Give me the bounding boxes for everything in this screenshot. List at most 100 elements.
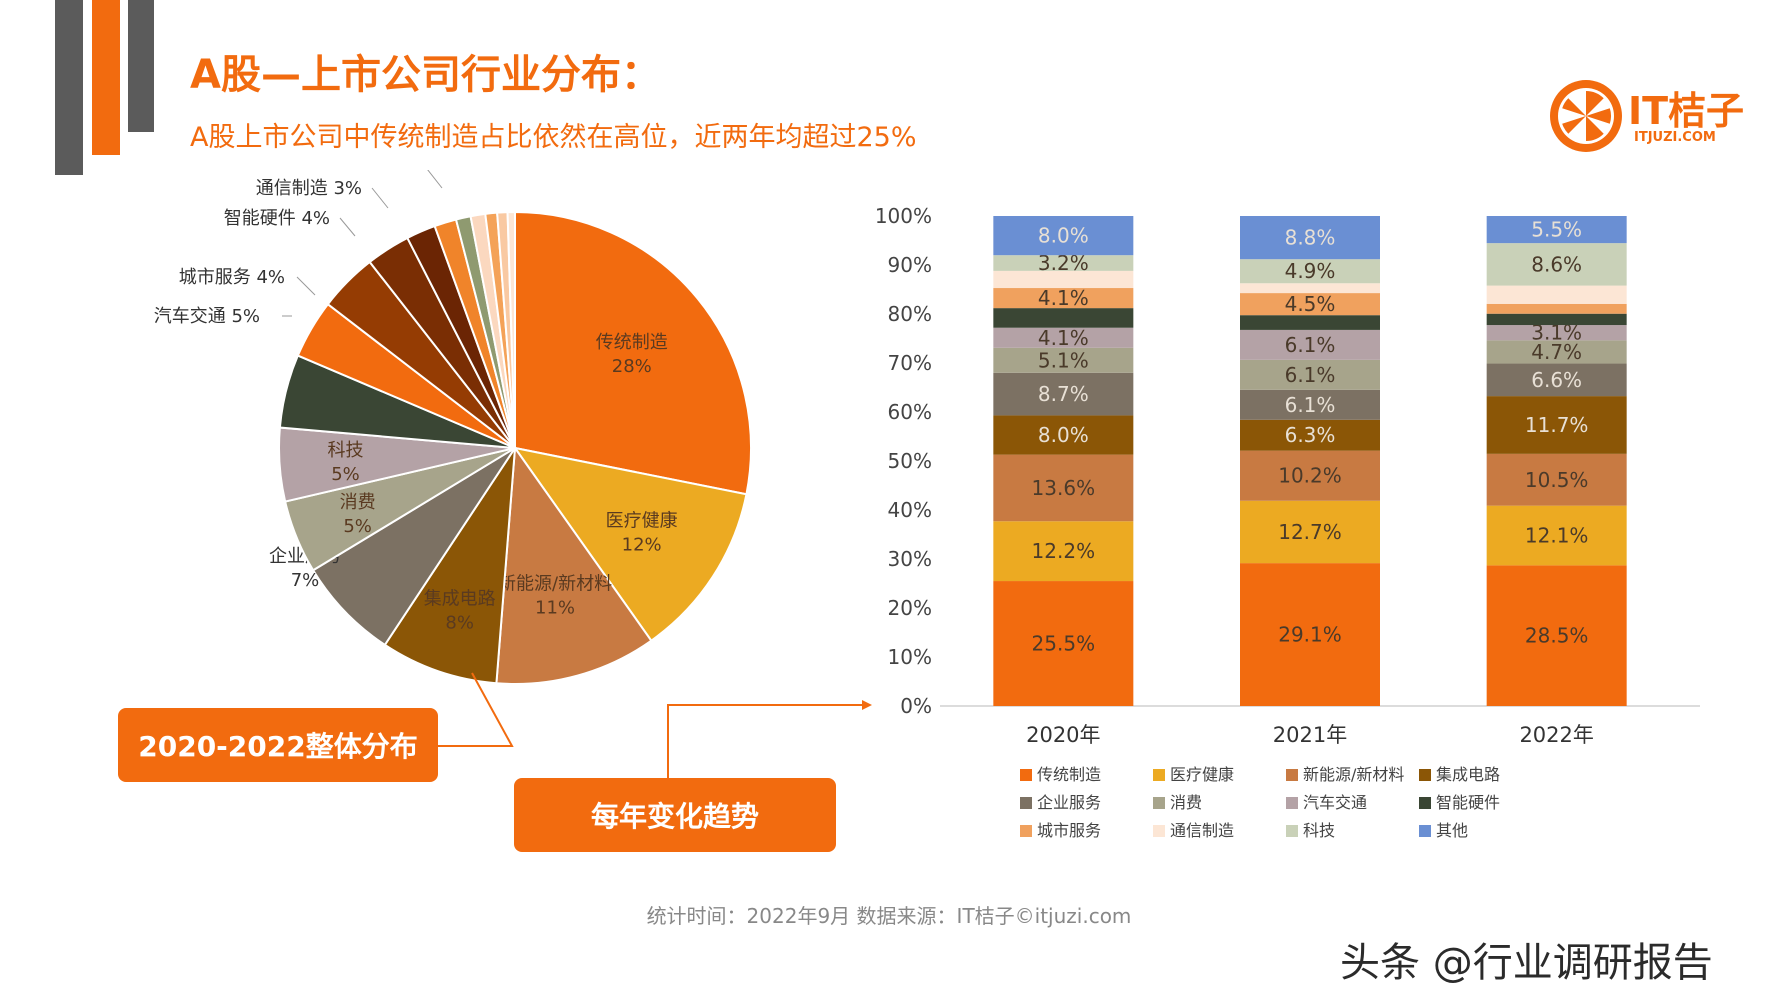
legend-label: 城市服务: [1037, 821, 1101, 840]
pie-slice-value: 5%: [331, 464, 360, 485]
legend-label: 科技: [1303, 821, 1335, 840]
legend-swatch: [1020, 769, 1032, 781]
bar-segment: [1240, 315, 1380, 330]
legend-swatch: [1020, 797, 1032, 809]
decor-bar-orange: [92, 0, 120, 155]
pie-slice-label: 集成电路: [424, 589, 496, 610]
pie-slice-value: 12%: [622, 534, 662, 555]
pie-slice-value: 28%: [612, 356, 652, 377]
y-tick-label: 40%: [888, 498, 932, 522]
bar-segment: [993, 327, 1134, 348]
bar-data-label: 6.1%: [1285, 393, 1336, 417]
logo-name: IT桔子: [1628, 89, 1745, 133]
bar-data-label: 8.6%: [1531, 252, 1582, 276]
logo: IT桔子 ITJUZI.COM: [1548, 78, 1758, 158]
bar-data-label: 5.5%: [1531, 218, 1582, 242]
pie-slice-label: 汽车交通 5%: [154, 306, 260, 327]
y-tick-label: 100%: [875, 204, 932, 228]
bar-segment: [1240, 563, 1380, 706]
decor-bar-gray-1: [55, 0, 83, 175]
bar-data-label: 4.1%: [1038, 286, 1089, 310]
legend-swatch: [1153, 825, 1165, 837]
pie-slice-label: 科技: [328, 440, 364, 461]
bar-segment: [993, 415, 1134, 455]
y-tick-label: 20%: [888, 596, 932, 620]
bar-segment: [993, 372, 1134, 416]
y-tick-label: 90%: [888, 253, 932, 277]
bar-data-label: 28.5%: [1525, 624, 1589, 648]
bar-segment: [1486, 340, 1627, 364]
bar-data-label: 8.0%: [1038, 423, 1089, 447]
bar-segment: [1486, 216, 1627, 244]
x-tick-label: 2022年: [1519, 723, 1593, 747]
pie-slice-value: 11%: [535, 598, 575, 619]
logo-url: ITJUZI.COM: [1634, 130, 1716, 145]
pie-slice-label: 新能源/新材料: [498, 574, 612, 595]
pie-slice-value: 5%: [343, 516, 372, 537]
pie-slice-label: 智能硬件 4%: [224, 208, 330, 229]
legend-swatch: [1153, 797, 1165, 809]
bar-data-label: 12.2%: [1032, 539, 1096, 563]
bar-segment: [1486, 313, 1627, 326]
pie-slice-value: 8%: [445, 613, 474, 634]
bar-data-label: 5.1%: [1038, 348, 1089, 372]
pie-slice: [506, 210, 516, 449]
orange-slice-icon: [1550, 80, 1622, 152]
legend-swatch: [1286, 825, 1298, 837]
pie-leader-line: [296, 276, 316, 296]
bar-data-label: 8.0%: [1038, 224, 1089, 248]
bar-segment: [1240, 419, 1380, 451]
bar-data-label: 10.5%: [1525, 468, 1589, 492]
bar-segment: [993, 216, 1134, 256]
bar-segment: [1486, 396, 1627, 454]
bar-segment: [993, 581, 1134, 706]
bar-data-label: 6.1%: [1285, 363, 1336, 387]
bar-data-label: 11.7%: [1525, 413, 1589, 437]
pie-chart: 传统制造28%医疗健康12%新能源/新材料11%集成电路8%企业服务7%消费5%…: [154, 170, 752, 685]
legend-label: 企业服务: [1037, 793, 1101, 812]
data-source-note: 统计时间：2022年9月 数据来源：IT桔子©itjuzi.com: [646, 904, 1132, 928]
x-tick-label: 2021年: [1273, 723, 1347, 747]
legend-label: 医疗健康: [1170, 765, 1234, 784]
pie-slice: [311, 447, 516, 647]
bar-data-label: 8.7%: [1038, 382, 1089, 406]
legend-label: 传统制造: [1037, 765, 1101, 784]
bar-data-label: 6.1%: [1285, 333, 1336, 357]
decor-bar-gray-2: [128, 0, 154, 132]
legend-swatch: [1286, 769, 1298, 781]
pie-slice-label: 传统制造: [596, 332, 668, 353]
bar-segment: [1240, 293, 1380, 316]
bar-data-label: 4.1%: [1038, 326, 1089, 350]
y-tick-label: 70%: [888, 351, 932, 375]
bar-segment: [1486, 243, 1627, 286]
bar-segment: [1240, 283, 1380, 294]
bar-segment: [1240, 216, 1380, 260]
bar-data-label: 25.5%: [1032, 632, 1096, 656]
bar-data-label: 10.2%: [1278, 464, 1342, 488]
y-tick-label: 60%: [888, 400, 932, 424]
legend-swatch: [1153, 769, 1165, 781]
bar-data-label: 6.3%: [1285, 423, 1336, 447]
bar-segment: [1240, 450, 1380, 501]
bar-segment: [993, 521, 1134, 582]
bar-data-label: 29.1%: [1278, 623, 1342, 647]
x-tick-label: 2020年: [1026, 723, 1100, 747]
pie-slice-label: 消费: [340, 492, 376, 513]
bar-segment: [1240, 329, 1380, 360]
bar-data-label: 12.7%: [1278, 520, 1342, 544]
bar-segment: [1486, 453, 1627, 506]
pie-leader-line: [371, 187, 389, 209]
bar-segment: [993, 288, 1134, 309]
pie-slice-label: 医疗健康: [606, 510, 678, 531]
bar-data-label: 8.8%: [1285, 226, 1336, 250]
legend-label: 集成电路: [1436, 765, 1500, 784]
pie-slice-label: 通信制造 3%: [256, 178, 362, 199]
bar-segment: [1486, 285, 1627, 304]
y-tick-label: 30%: [888, 547, 932, 571]
pie-slice: [512, 446, 748, 643]
legend-label: 消费: [1170, 793, 1202, 812]
callout-pie-summary: 2020-2022整体分布: [118, 708, 438, 782]
legend-label: 其他: [1436, 821, 1468, 840]
bar-segment: [1486, 325, 1627, 341]
pie-slice-value: 7%: [291, 570, 320, 591]
